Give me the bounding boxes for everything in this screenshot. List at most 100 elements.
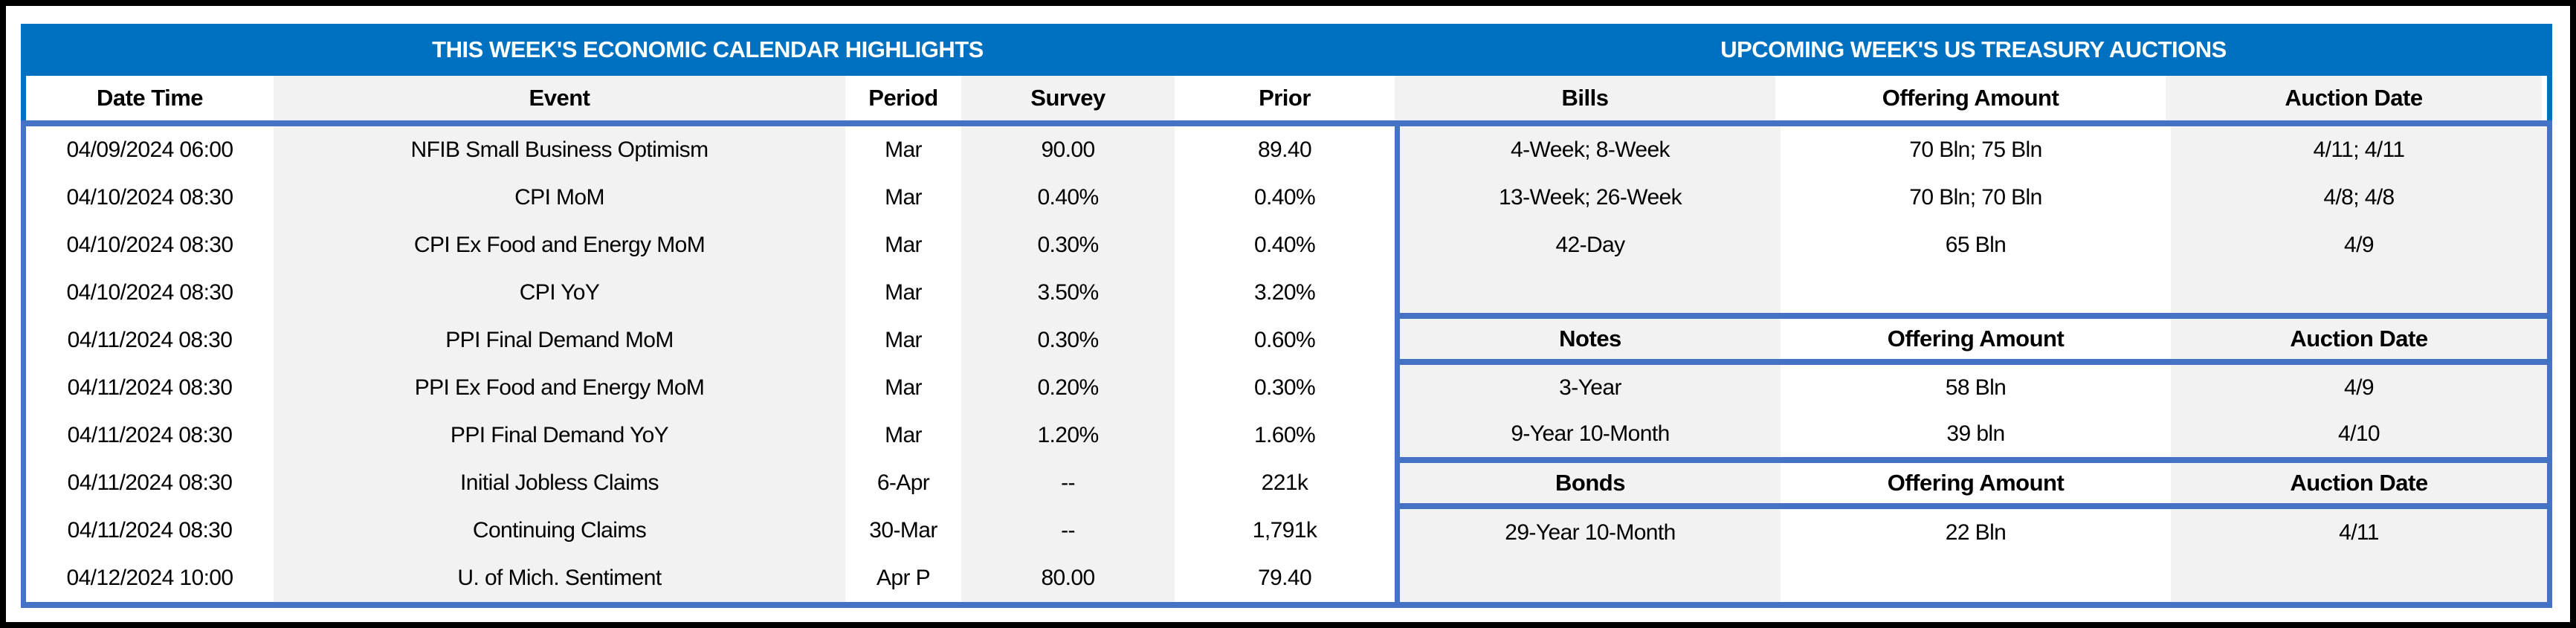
cell-event: CPI MoM [514,185,604,210]
cell-survey: 1.20% [1037,423,1099,447]
date-time-column: 04/09/2024 06:00 04/10/2024 08:30 04/10/… [26,126,274,602]
section-divider-line [1400,457,2547,463]
cell-date-time: 04/12/2024 10:00 [66,566,234,590]
cell-auction-date: 4/9 [2344,375,2375,400]
column-header-period: Period [845,76,961,120]
notes-security-column: 3-Year 9-Year 10-Month [1400,365,1781,457]
cell-prior: 79.40 [1257,566,1312,590]
period-column: Mar Mar Mar Mar Mar Mar Mar 6-Apr 30-Mar… [845,126,961,602]
cell-survey: 0.30% [1037,233,1099,257]
section-header-bonds: Bonds [1400,463,1781,503]
cell-offering-amount: 39 bln [1946,421,2005,446]
section-header-auction-date: Auction Date [2171,463,2547,503]
column-header-offering-amount: Offering Amount [1775,76,2166,120]
bonds-security-column: 29-Year 10-Month [1400,509,1781,602]
cell-prior: 221k [1261,470,1308,495]
notes-header-row: Notes Offering Amount Auction Date [1400,319,2547,359]
column-header-date-time: Date Time [26,76,274,120]
column-header-bills: Bills [1395,76,1775,120]
cell-event: Initial Jobless Claims [460,470,659,495]
cell-survey: 0.30% [1037,328,1099,352]
cell-auction-date: 4/10 [2338,421,2380,446]
cell-event: CPI Ex Food and Energy MoM [413,233,706,257]
cell-security: 9-Year 10-Month [1511,421,1670,446]
section-header-auction-date: Auction Date [2171,319,2547,359]
cell-auction-date: 4/11 [2339,520,2379,545]
section-header-offering-amount: Offering Amount [1781,319,2171,359]
cell-date-time: 04/11/2024 08:30 [67,375,233,400]
cell-event: PPI Final Demand MoM [445,328,674,352]
cell-date-time: 04/11/2024 08:30 [67,328,233,352]
cell-period: 6-Apr [877,470,930,495]
cell-date-time: 04/10/2024 08:30 [66,185,234,210]
cell-security: 29-Year 10-Month [1505,520,1676,545]
notes-section: 3-Year 9-Year 10-Month 58 Bln 39 bln 4/9… [1400,365,2547,457]
section-divider-line [1400,503,2547,509]
economic-calendar-table: 04/09/2024 06:00 04/10/2024 08:30 04/10/… [26,126,1395,602]
section-header-notes: Notes [1400,319,1781,359]
cell-survey: 0.20% [1037,375,1099,400]
section-header-offering-amount: Offering Amount [1781,463,2171,503]
column-header-event: Event [274,76,845,120]
header-row: Date Time Event Period Survey Prior Bill… [21,76,2552,120]
cell-auction-date: 4/9 [2344,233,2375,257]
cell-event: PPI Final Demand YoY [450,423,669,447]
economic-calendar-title: THIS WEEK'S ECONOMIC CALENDAR HIGHLIGHTS [432,36,984,62]
cell-event: U. of Mich. Sentiment [457,566,662,590]
bills-date-column: 4/11; 4/11 4/8; 4/8 4/9 [2171,126,2547,313]
cell-date-time: 04/11/2024 08:30 [67,518,233,543]
header-divider-line [21,120,2552,126]
cell-event: Continuing Claims [472,518,647,543]
notes-date-column: 4/9 4/10 [2171,365,2547,457]
cell-period: Mar [885,280,922,305]
cell-survey: -- [1061,518,1075,543]
cell-prior: 89.40 [1257,137,1312,162]
cell-offering-amount: 22 Bln [1945,520,2007,545]
cell-date-time: 04/11/2024 08:30 [67,423,233,447]
bonds-section: 29-Year 10-Month 22 Bln 4/11 [1400,509,2547,602]
cell-survey: 80.00 [1041,566,1095,590]
cell-period: Mar [885,137,922,162]
cell-survey: 90.00 [1041,137,1095,162]
section-divider-line [1400,313,2547,319]
bonds-header-row: Bonds Offering Amount Auction Date [1400,463,2547,503]
event-column: NFIB Small Business Optimism CPI MoM CPI… [274,126,845,602]
treasury-auctions-table: 4-Week; 8-Week 13-Week; 26-Week 42-Day 7… [1395,126,2547,602]
cell-period: 30-Mar [869,518,937,543]
cell-event: CPI YoY [519,280,600,305]
prior-column: 89.40 0.40% 0.40% 3.20% 0.60% 0.30% 1.60… [1175,126,1395,602]
cell-survey: 3.50% [1037,280,1099,305]
tables-body: 04/09/2024 06:00 04/10/2024 08:30 04/10/… [21,126,2552,608]
notes-amount-column: 58 Bln 39 bln [1781,365,2171,457]
cell-date-time: 04/11/2024 08:30 [67,470,233,495]
cell-security: 3-Year [1559,375,1621,400]
cell-offering-amount: 65 Bln [1945,233,2007,257]
bills-security-column: 4-Week; 8-Week 13-Week; 26-Week 42-Day [1400,126,1781,313]
cell-period: Mar [885,375,922,400]
cell-offering-amount: 70 Bln; 75 Bln [1909,137,2042,162]
cell-period: Apr P [876,566,931,590]
cell-prior: 1.60% [1253,423,1316,447]
cell-prior: 0.30% [1253,375,1316,400]
cell-auction-date: 4/8; 4/8 [2323,185,2395,210]
cell-date-time: 04/10/2024 08:30 [66,280,234,305]
cell-date-time: 04/09/2024 06:00 [66,137,234,162]
cell-period: Mar [885,233,922,257]
cell-prior: 0.60% [1253,328,1316,352]
cell-date-time: 04/10/2024 08:30 [66,233,234,257]
cell-survey: 0.40% [1037,185,1099,210]
cell-security: 42-Day [1555,233,1625,257]
bills-section: 4-Week; 8-Week 13-Week; 26-Week 42-Day 7… [1400,126,2547,313]
cell-period: Mar [885,185,922,210]
cell-prior: 0.40% [1253,233,1316,257]
treasury-auctions-title: UPCOMING WEEK'S US TREASURY AUCTIONS [1720,36,2227,62]
cell-auction-date: 4/11; 4/11 [2313,137,2406,162]
cell-event: PPI Ex Food and Energy MoM [414,375,705,400]
column-header-survey: Survey [961,76,1175,120]
cell-prior: 1,791k [1252,518,1317,543]
cell-period: Mar [885,328,922,352]
cell-survey: -- [1061,470,1075,495]
bonds-date-column: 4/11 [2171,509,2547,602]
title-band: THIS WEEK'S ECONOMIC CALENDAR HIGHLIGHTS… [21,24,2552,76]
